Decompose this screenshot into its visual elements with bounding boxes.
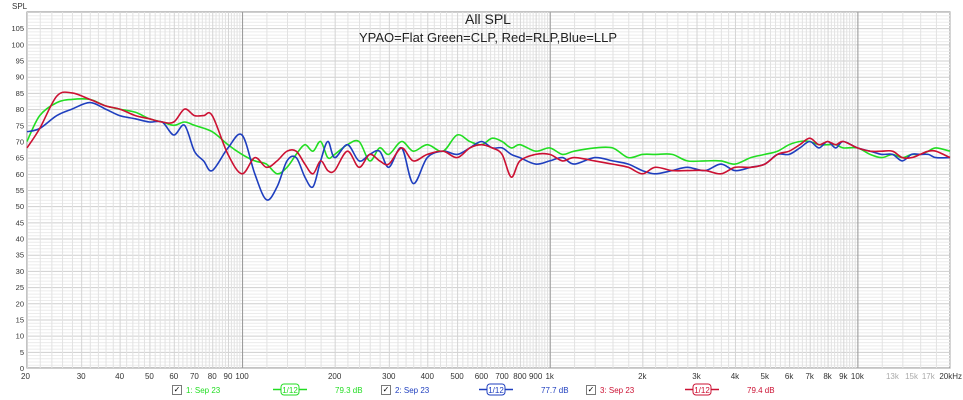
legend-checkbox-2[interactable]: ✓ <box>381 385 391 395</box>
x-tick-label: 70 <box>190 372 199 381</box>
legend-bar: ✓ 1: Sep 23 1/12 79.3 dB ✓ 2: Sep 23 1/1… <box>0 382 963 400</box>
x-tick-label: 2k <box>638 372 647 381</box>
legend-value-1: 79.3 dB <box>335 386 363 395</box>
x-tick-label: 40 <box>115 372 124 381</box>
legend-entry-1: ✓ 1: Sep 23 <box>172 385 220 395</box>
y-tick-label: 40 <box>16 235 24 244</box>
legend-entry-3: ✓ 3: Sep 23 <box>586 385 634 395</box>
y-tick-label: 65 <box>16 154 24 163</box>
legend-checkbox-1[interactable]: ✓ <box>172 385 182 395</box>
x-tick-label: 3k <box>692 372 701 381</box>
x-tick-label: 20kHz <box>939 372 962 381</box>
x-tick-label: 8k <box>823 372 832 381</box>
legend-label-2: 2: Sep 23 <box>395 385 430 395</box>
y-tick-label: 105 <box>11 24 24 33</box>
x-tick-label: 9k <box>839 372 848 381</box>
legend-value-2: 77.7 dB <box>541 386 569 395</box>
x-tick-label: 1k <box>545 372 554 381</box>
legend-smoothing-3: 1/12 <box>694 386 710 395</box>
x-tick-label: 100 <box>235 372 249 381</box>
x-tick-label: 4k <box>731 372 740 381</box>
legend-checkbox-3[interactable]: ✓ <box>586 385 596 395</box>
y-tick-label: 75 <box>16 121 24 130</box>
y-tick-label: 50 <box>16 202 24 211</box>
x-tick-label: 700 <box>495 372 509 381</box>
series-line-2 <box>26 101 951 201</box>
chart-subtitle: YPAO=Flat Green=CLP, Red=RLP,Blue=LLP <box>359 30 617 45</box>
legend-smoothing-swatch-3[interactable]: 1/12 <box>685 383 719 396</box>
x-tick-label: 20 <box>21 372 30 381</box>
x-tick-label: 600 <box>475 372 489 381</box>
y-tick-label: 30 <box>16 267 24 276</box>
legend-smoothing-2: 1/12 <box>488 386 504 395</box>
chart-title: All SPL <box>465 11 511 27</box>
legend-label-3: 3: Sep 23 <box>600 385 635 395</box>
y-tick-label: 25 <box>16 283 24 292</box>
legend-entry-2: ✓ 2: Sep 23 <box>381 385 429 395</box>
legend-smoothing-swatch-1[interactable]: 1/12 <box>273 383 307 396</box>
y-tick-label: 70 <box>16 137 24 146</box>
y-axis-tick-labels: 0 5 10 15 20 25 30 35 40 45 50 55 60 65 70 75 80 85 90 95 10… <box>11 24 24 373</box>
legend-smoothing-1: 1/12 <box>282 386 298 395</box>
y-tick-label: 100 <box>11 40 24 49</box>
x-tick-label: 6k <box>785 372 794 381</box>
x-tick-label: 500 <box>450 372 464 381</box>
x-tick-label: 10k <box>851 372 865 381</box>
x-tick-label: 7k <box>805 372 814 381</box>
x-tick-label: 15k <box>905 372 919 381</box>
x-tick-label: 90 <box>224 372 233 381</box>
x-tick-label: 17k <box>922 372 936 381</box>
x-tick-label: 400 <box>421 372 435 381</box>
y-tick-label: 10 <box>16 332 24 341</box>
series-lines <box>26 91 951 201</box>
x-axis-tick-labels: 20 30 40 50 60 70 80 90 100 200 300 400 500 600 700 800… <box>21 372 962 381</box>
x-tick-label: 80 <box>208 372 217 381</box>
y-tick-label: 80 <box>16 105 24 114</box>
x-tick-label: 13k <box>886 372 900 381</box>
x-tick-label: 800 <box>513 372 527 381</box>
y-tick-label: 20 <box>16 299 24 308</box>
legend-smoothing-swatch-2[interactable]: 1/12 <box>479 383 513 396</box>
y-tick-label: 5 <box>20 348 24 357</box>
y-tick-label: 55 <box>16 186 24 195</box>
y-tick-label: 85 <box>16 89 24 98</box>
x-tick-label: 5k <box>761 372 770 381</box>
x-tick-label: 200 <box>328 372 342 381</box>
y-tick-label: 0 <box>20 364 24 373</box>
series-line-3 <box>26 91 951 178</box>
x-tick-label: 300 <box>382 372 396 381</box>
y-tick-label: 60 <box>16 170 24 179</box>
y-tick-label: 15 <box>16 315 24 324</box>
y-tick-label: 45 <box>16 218 24 227</box>
legend-label-1: 1: Sep 23 <box>186 385 221 395</box>
legend-value-3: 79.4 dB <box>747 386 775 395</box>
y-tick-label: 90 <box>16 73 24 82</box>
x-tick-label: 50 <box>145 372 154 381</box>
x-tick-label: 60 <box>169 372 178 381</box>
y-tick-label: 35 <box>16 251 24 260</box>
x-tick-label: 900 <box>529 372 543 381</box>
y-axis-label: SPL <box>12 2 28 11</box>
x-tick-label: 30 <box>77 372 86 381</box>
chart-grid <box>26 11 951 369</box>
y-tick-label: 95 <box>16 57 24 66</box>
spl-chart: 0 5 10 15 20 25 30 35 40 45 50 55 60 65 70 75 80 85 90 95 10… <box>11 2 962 381</box>
